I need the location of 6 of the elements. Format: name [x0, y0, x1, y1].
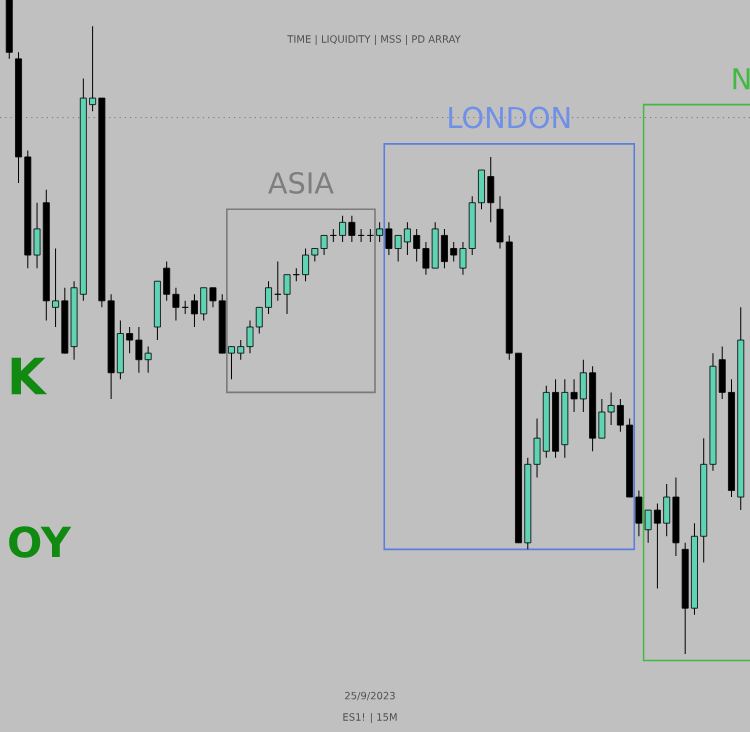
annotation: ASIA: [268, 172, 334, 194]
annotation: OY: [9, 526, 72, 558]
candlestick: [283, 274, 291, 315]
annotation: N: [733, 68, 750, 90]
annotation: K: [11, 357, 48, 395]
annotation: LONDON: [449, 106, 570, 129]
